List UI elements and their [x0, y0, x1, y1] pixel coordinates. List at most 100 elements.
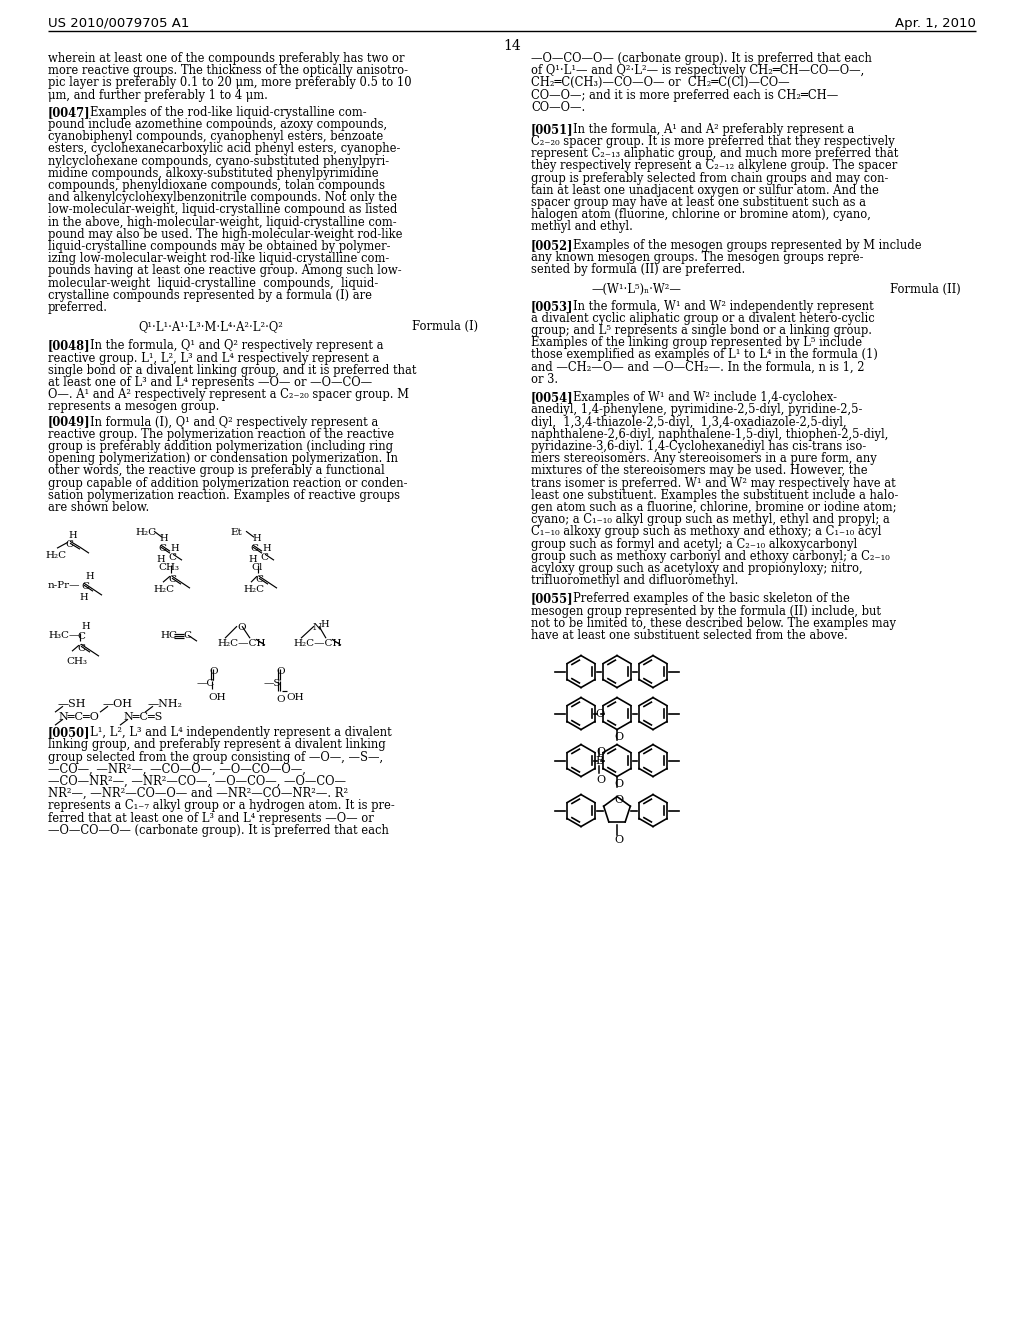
Text: sented by formula (II) are preferred.: sented by formula (II) are preferred. — [531, 263, 745, 276]
Text: N═C═O: N═C═O — [58, 713, 99, 722]
Text: O: O — [595, 709, 604, 718]
Text: [0053]: [0053] — [531, 300, 573, 313]
Text: 14: 14 — [503, 40, 521, 53]
Text: O: O — [596, 775, 605, 784]
Text: O: O — [237, 623, 246, 632]
Text: B: B — [595, 755, 603, 766]
Text: cyanobiphenyl compounds, cyanophenyl esters, benzoate: cyanobiphenyl compounds, cyanophenyl est… — [48, 131, 383, 143]
Text: C: C — [65, 540, 73, 549]
Text: represent C₂₋₁₃ aliphatic group, and much more preferred that: represent C₂₋₁₃ aliphatic group, and muc… — [531, 147, 898, 160]
Text: OH: OH — [286, 693, 304, 702]
Text: —O—CO—O— (carbonate group). It is preferred that each: —O—CO—O— (carbonate group). It is prefer… — [48, 824, 389, 837]
Text: Formula (II): Formula (II) — [890, 282, 961, 296]
Text: Examples of W¹ and W² include 1,4-cyclohex-: Examples of W¹ and W² include 1,4-cycloh… — [573, 391, 837, 404]
Text: any known mesogen groups. The mesogen groups repre-: any known mesogen groups. The mesogen gr… — [531, 251, 863, 264]
Text: diyl,  1,3,4-thiazole-2,5-diyl,  1,3,4-oxadiazole-2,5-diyl,: diyl, 1,3,4-thiazole-2,5-diyl, 1,3,4-oxa… — [531, 416, 847, 429]
Text: —S: —S — [264, 680, 282, 688]
Text: represents a C₁₋₇ alkyl group or a hydrogen atom. It is pre-: represents a C₁₋₇ alkyl group or a hydro… — [48, 800, 394, 812]
Text: CO—O—; and it is more preferred each is CH₂═CH—: CO—O—; and it is more preferred each is … — [531, 88, 839, 102]
Text: anediyl, 1,4-phenylene, pyrimidine-2,5-diyl, pyridine-2,5-: anediyl, 1,4-phenylene, pyrimidine-2,5-d… — [531, 404, 862, 416]
Text: they respectively represent a C₂₋₁₂ alkylene group. The spacer: they respectively represent a C₂₋₁₂ alky… — [531, 160, 897, 173]
Text: H₃C—: H₃C— — [48, 631, 80, 640]
Text: H: H — [79, 593, 88, 602]
Text: Formula (I): Formula (I) — [412, 321, 478, 333]
Text: group such as methoxy carbonyl and ethoxy carbonyl; a C₂₋₁₀: group such as methoxy carbonyl and ethox… — [531, 549, 890, 562]
Text: In the formula, W¹ and W² independently represent: In the formula, W¹ and W² independently … — [573, 300, 873, 313]
Text: Q¹·L¹·A¹·L³·M·L⁴·A²·L²·Q²: Q¹·L¹·A¹·L³·M·L⁴·A²·L²·Q² — [138, 321, 283, 333]
Text: H: H — [170, 544, 178, 553]
Text: pound may also be used. The high-molecular-weight rod-like: pound may also be used. The high-molecul… — [48, 228, 402, 240]
Text: μm, and further preferably 1 to 4 μm.: μm, and further preferably 1 to 4 μm. — [48, 88, 268, 102]
Text: or 3.: or 3. — [531, 372, 558, 385]
Text: HC: HC — [160, 631, 177, 640]
Text: H₂C: H₂C — [45, 552, 67, 560]
Text: group capable of addition polymerization reaction or conden-: group capable of addition polymerization… — [48, 477, 408, 490]
Text: [0052]: [0052] — [531, 239, 573, 252]
Text: O: O — [596, 747, 605, 756]
Text: [0051]: [0051] — [531, 123, 573, 136]
Text: represents a mesogen group.: represents a mesogen group. — [48, 400, 219, 413]
Text: C: C — [250, 544, 258, 553]
Text: liquid-crystalline compounds may be obtained by polymer-: liquid-crystalline compounds may be obta… — [48, 240, 390, 253]
Text: O: O — [614, 795, 624, 805]
Text: C: C — [168, 576, 176, 585]
Text: [0048]: [0048] — [48, 339, 91, 352]
Text: have at least one substituent selected from the above.: have at least one substituent selected f… — [531, 630, 848, 642]
Text: spacer group may have at least one substituent such as a: spacer group may have at least one subst… — [531, 195, 866, 209]
Text: least one substituent. Examples the substituent include a halo-: least one substituent. Examples the subs… — [531, 488, 898, 502]
Text: H: H — [248, 556, 257, 564]
Text: C: C — [260, 553, 268, 562]
Text: O—. A¹ and A² respectively represent a C₂₋₂₀ spacer group. M: O—. A¹ and A² respectively represent a C… — [48, 388, 409, 401]
Text: not to be limited to, these described below. The examples may: not to be limited to, these described be… — [531, 616, 896, 630]
Text: Examples of the rod-like liquid-crystalline com-: Examples of the rod-like liquid-crystall… — [90, 106, 367, 119]
Text: nylcyclohexane compounds, cyano-substituted phenylpyri-: nylcyclohexane compounds, cyano-substitu… — [48, 154, 389, 168]
Text: CO—O—.: CO—O—. — [531, 100, 586, 114]
Text: pic layer is preferably 0.1 to 20 μm, more preferably 0.5 to 10: pic layer is preferably 0.1 to 20 μm, mo… — [48, 77, 412, 90]
Text: H₂C: H₂C — [153, 585, 174, 594]
Text: and —CH₂—O— and —O—CH₂—. In the formula, n is 1, 2: and —CH₂—O— and —O—CH₂—. In the formula,… — [531, 360, 864, 374]
Text: pound include azomethine compounds, azoxy compounds,: pound include azomethine compounds, azox… — [48, 117, 387, 131]
Text: H: H — [319, 620, 329, 630]
Text: Apr. 1, 2010: Apr. 1, 2010 — [895, 17, 976, 30]
Text: C: C — [183, 631, 191, 640]
Text: N═C═S: N═C═S — [123, 713, 163, 722]
Text: —NH₂: —NH₂ — [148, 700, 183, 709]
Text: reactive group. The polymerization reaction of the reactive: reactive group. The polymerization react… — [48, 428, 394, 441]
Text: In formula (I), Q¹ and Q² respectively represent a: In formula (I), Q¹ and Q² respectively r… — [90, 416, 378, 429]
Text: mixtures of the stereoisomers may be used. However, the: mixtures of the stereoisomers may be use… — [531, 465, 867, 478]
Text: low-molecular-weight, liquid-crystalline compound as listed: low-molecular-weight, liquid-crystalline… — [48, 203, 397, 216]
Text: In the formula, Q¹ and Q² respectively represent a: In the formula, Q¹ and Q² respectively r… — [90, 339, 384, 352]
Text: linking group, and preferably represent a divalent linking: linking group, and preferably represent … — [48, 738, 386, 751]
Text: CH₃: CH₃ — [158, 564, 179, 572]
Text: single bond or a divalent linking group, and it is preferred that: single bond or a divalent linking group,… — [48, 364, 417, 376]
Text: CH₂═C(CH₃)—CO—O— or  CH₂═C(Cl)—CO—: CH₂═C(CH₃)—CO—O— or CH₂═C(Cl)—CO— — [531, 77, 790, 90]
Text: CH₃: CH₃ — [66, 657, 87, 667]
Text: more reactive groups. The thickness of the optically anisotro-: more reactive groups. The thickness of t… — [48, 65, 408, 77]
Text: OH: OH — [208, 693, 225, 702]
Text: Et: Et — [230, 528, 242, 537]
Text: [0049]: [0049] — [48, 416, 91, 429]
Text: US 2010/0079705 A1: US 2010/0079705 A1 — [48, 17, 189, 30]
Text: and alkenylcyclohexylbenzonitrile compounds. Not only the: and alkenylcyclohexylbenzonitrile compou… — [48, 191, 397, 205]
Text: ferred that at least one of L³ and L⁴ represents —O— or: ferred that at least one of L³ and L⁴ re… — [48, 812, 374, 825]
Text: NR²—, —NR²—CO—O— and —NR²—CO—NR²—. R²: NR²—, —NR²—CO—O— and —NR²—CO—NR²—. R² — [48, 787, 348, 800]
Text: n-Pr—: n-Pr— — [48, 581, 81, 590]
Text: other words, the reactive group is preferably a functional: other words, the reactive group is prefe… — [48, 465, 385, 478]
Text: L¹, L², L³ and L⁴ independently represent a divalent: L¹, L², L³ and L⁴ independently represen… — [90, 726, 392, 739]
Text: group such as formyl and acetyl; a C₂₋₁₀ alkoxycarbonyl: group such as formyl and acetyl; a C₂₋₁₀… — [531, 537, 857, 550]
Text: those exemplified as examples of L¹ to L⁴ in the formula (1): those exemplified as examples of L¹ to L… — [531, 348, 878, 362]
Text: sation polymerization reaction. Examples of reactive groups: sation polymerization reaction. Examples… — [48, 488, 400, 502]
Text: gen atom such as a fluorine, chlorine, bromine or iodine atom;: gen atom such as a fluorine, chlorine, b… — [531, 502, 896, 513]
Text: pyridazine-3,6-diyl. 1,4-Cyclohexanediyl has cis-trans iso-: pyridazine-3,6-diyl. 1,4-Cyclohexanediyl… — [531, 440, 866, 453]
Text: H₂C—CH: H₂C—CH — [217, 639, 265, 648]
Text: group is preferably addition polymerization (including ring: group is preferably addition polymerizat… — [48, 440, 393, 453]
Text: Examples of the mesogen groups represented by M include: Examples of the mesogen groups represent… — [573, 239, 922, 252]
Text: H: H — [262, 544, 270, 553]
Text: H₂C: H₂C — [243, 585, 264, 594]
Text: midine compounds, alkoxy-substituted phenylpyrimidine: midine compounds, alkoxy-substituted phe… — [48, 166, 379, 180]
Text: C₁₋₁₀ alkoxy group such as methoxy and ethoxy; a C₁₋₁₀ acyl: C₁₋₁₀ alkoxy group such as methoxy and e… — [531, 525, 882, 539]
Text: Preferred examples of the basic skeleton of the: Preferred examples of the basic skeleton… — [573, 593, 850, 606]
Text: molecular-weight  liquid-crystalline  compounds,  liquid-: molecular-weight liquid-crystalline comp… — [48, 277, 378, 289]
Text: H: H — [81, 622, 90, 631]
Text: are shown below.: are shown below. — [48, 502, 150, 513]
